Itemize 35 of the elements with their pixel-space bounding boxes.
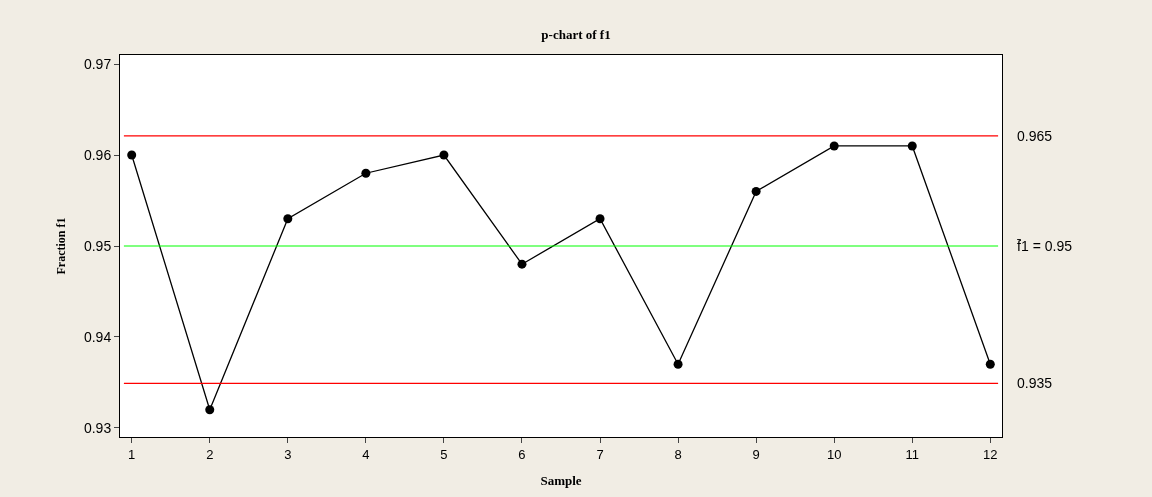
y-tick-label: 0.93 [83,419,112,436]
point [907,141,917,151]
x-tick-label: 8 [674,446,682,462]
x-tick-label: 3 [284,446,292,462]
x-tick-label: 4 [362,446,370,462]
y-tick-label: 0.94 [83,328,112,345]
x-tick-label: 7 [596,446,604,462]
point [361,168,371,178]
point [829,141,839,151]
x-tick-label: 11 [905,446,919,462]
ref-line-label: f̄1 = 0.95 [1017,238,1073,254]
x-tick-label: 12 [983,446,998,462]
y-tick-label: 0.96 [83,146,112,163]
point [127,150,137,160]
x-axis-title: Sample [540,473,582,489]
y-tick-label: 0.97 [83,56,112,72]
y-axis-title: Fraction f1 [54,217,69,275]
text: 0.935 [1017,375,1053,391]
text: 0.965 [1017,128,1053,144]
x-tick-label: 2 [206,446,214,462]
y-tick-label: 0.95 [83,237,112,254]
point [439,150,449,160]
x-tick-label: 5 [440,446,448,462]
point [283,214,293,224]
x-tick-label: 10 [826,446,842,462]
x-tick-label: 9 [752,446,760,462]
x-tick-label: 1 [128,446,136,462]
point [751,186,761,196]
chart-title: p-chart of f1 [541,26,611,42]
point [595,214,605,224]
point [985,359,995,369]
point [205,405,215,415]
x-tick-label: 6 [518,446,526,462]
point [673,359,683,369]
point [517,259,527,269]
